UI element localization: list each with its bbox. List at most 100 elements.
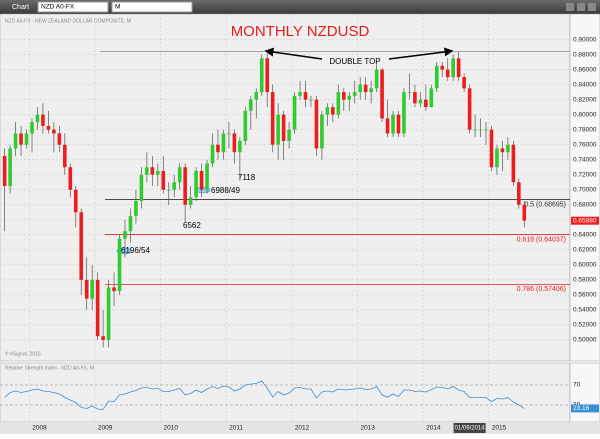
candle-body (35, 114, 40, 123)
window-button[interactable] (577, 3, 585, 11)
annotation: 6562 (183, 221, 201, 230)
candle-body (139, 174, 144, 202)
window-button[interactable] (566, 3, 574, 11)
candle-body (24, 133, 29, 145)
candle-body (123, 231, 127, 239)
annotation: 7118 (238, 173, 256, 182)
candle-body (298, 92, 302, 96)
symbol-box[interactable] (37, 1, 109, 13)
tab[interactable]: Chart (12, 4, 29, 11)
candle-body (188, 197, 193, 205)
candle-body (352, 92, 357, 96)
y-tick-label: 0.86000 (573, 66, 597, 73)
candle-body (106, 287, 111, 340)
level-label: 0.618 (0.64037) (517, 236, 566, 243)
candle-body (374, 69, 379, 89)
candle-body (194, 170, 198, 198)
candle-body (380, 69, 384, 119)
arrow (264, 47, 323, 60)
candle-body (205, 163, 209, 190)
candle-body (243, 110, 248, 141)
candle-body (177, 167, 182, 183)
x-tick-label: 2014 (426, 425, 441, 432)
candle-body (73, 189, 78, 213)
candle-body (287, 129, 291, 141)
rsi-tag-label: 23.16 (573, 405, 590, 412)
interval[interactable]: M (115, 4, 120, 11)
symbol[interactable]: NZD A0-FX (41, 4, 75, 11)
candle-body (227, 133, 231, 135)
arrow (388, 47, 454, 60)
candle-body (363, 84, 368, 93)
candle-body (407, 92, 412, 93)
candle-body (95, 279, 100, 337)
y-tick-label: 0.72000 (573, 171, 597, 178)
candle-body (13, 133, 18, 149)
interval-box[interactable] (111, 1, 193, 13)
candle-body (434, 65, 439, 89)
x-axis-area (0, 422, 600, 434)
candle-body (30, 122, 34, 134)
candle-body (259, 58, 264, 93)
cursor-date: 01/09/2014 (455, 426, 486, 432)
level-label: 0.786 (0.57406) (517, 286, 566, 293)
candle-body (506, 144, 510, 153)
x-tick-label: 2013 (360, 425, 375, 432)
y-tick-label: 0.84000 (573, 81, 597, 88)
y-tick-label: 0.62000 (573, 247, 597, 254)
candle-body (221, 133, 226, 153)
candle-body (484, 129, 488, 131)
y-tick-label: 0.78000 (573, 126, 597, 133)
candle-body (276, 114, 280, 145)
y-tick-label: 0.50000 (573, 337, 597, 344)
candle-body (117, 238, 122, 292)
candle-body (134, 201, 138, 217)
candle-body (489, 129, 494, 168)
candle-body (150, 167, 155, 175)
candle-body (473, 129, 477, 131)
window-button[interactable] (588, 3, 596, 11)
candle-body (325, 107, 330, 115)
candle-body (265, 58, 270, 93)
candle-body (292, 95, 297, 130)
candle-body (68, 167, 73, 190)
y-tick-label: 0.82000 (573, 96, 597, 103)
y-tick-label: 0.70000 (573, 186, 597, 193)
candle-body (500, 148, 505, 153)
candle-body (418, 99, 423, 104)
candle-body (336, 92, 341, 115)
rsi-axis-area (569, 362, 600, 423)
candle-body (210, 144, 215, 164)
candle-body (445, 69, 450, 78)
x-tick-label: 2012 (295, 425, 310, 432)
candle-body (63, 144, 67, 168)
x-tick-label: 2011 (229, 425, 243, 432)
x-tick-label: 2010 (164, 425, 179, 432)
subtitle: NZD A0-FX - NEW ZEALAND DOLLAR COMPOSITE… (5, 18, 131, 24)
candle-body (128, 216, 133, 232)
candle-body (391, 114, 395, 134)
candle-body (358, 84, 362, 93)
rsi-title: Relative Strength Index - NZD A0-FX, M (5, 365, 94, 371)
plot-area (0, 13, 571, 362)
candle-body (238, 140, 242, 153)
rsi-line (4, 380, 525, 410)
candle-body (216, 144, 220, 153)
y-tick-label: 0.80000 (573, 111, 597, 118)
candle-body (456, 58, 461, 78)
candle-body (495, 148, 499, 168)
y-tick-label: 0.60000 (573, 262, 597, 269)
candle-body (281, 114, 286, 141)
candle-body (270, 92, 275, 145)
cursor-date-box (453, 423, 486, 433)
candle-body (84, 279, 89, 299)
candle-body (413, 92, 417, 104)
y-tick-label: 0.64000 (573, 232, 597, 239)
candle-body (172, 182, 177, 190)
price-tag-label: 0.65880 (573, 217, 597, 224)
candle-body (402, 92, 406, 134)
candle-body (314, 99, 319, 149)
double-top-label: DOUBLE TOP (329, 57, 380, 66)
candle-body (52, 129, 56, 134)
candle-body (112, 287, 116, 292)
